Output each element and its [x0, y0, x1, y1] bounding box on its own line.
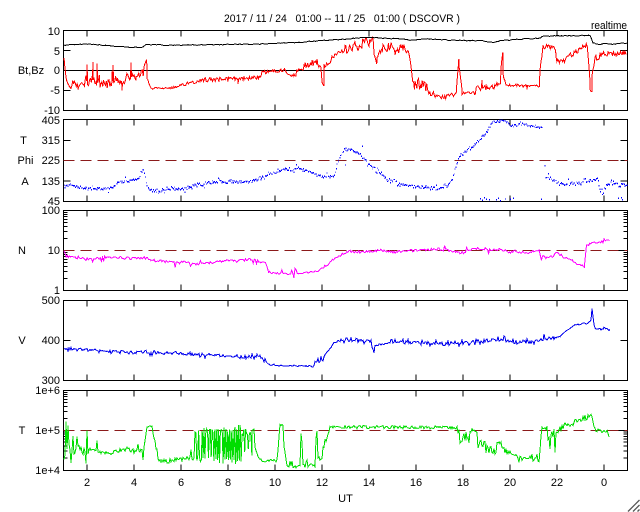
svg-text:V: V [18, 335, 26, 347]
svg-text:-10: -10 [44, 105, 60, 117]
svg-text:16: 16 [410, 477, 422, 489]
svg-text:14: 14 [363, 477, 375, 489]
svg-text:4: 4 [131, 477, 137, 489]
svg-text:18: 18 [457, 477, 469, 489]
svg-text:5: 5 [54, 46, 60, 58]
svg-text:10: 10 [48, 245, 60, 257]
svg-text:2: 2 [84, 477, 90, 489]
svg-text:225: 225 [42, 155, 60, 167]
svg-text:A: A [21, 176, 29, 188]
svg-text:10: 10 [48, 26, 60, 38]
svg-text:135: 135 [42, 176, 60, 188]
svg-text:0: 0 [601, 477, 607, 489]
svg-text:400: 400 [42, 335, 60, 347]
svg-text:-5: -5 [50, 85, 60, 97]
svg-text:500: 500 [42, 295, 60, 307]
svg-text:12: 12 [316, 477, 328, 489]
svg-text:Bt,Bz: Bt,Bz [18, 65, 44, 77]
svg-text:6: 6 [178, 477, 184, 489]
svg-text:8: 8 [225, 477, 231, 489]
svg-text:T: T [20, 135, 27, 147]
svg-text:2017 / 11 / 24 01:00 -- 11 /: 2017 / 11 / 24 01:00 -- 11 / 25 01:00 ( … [224, 13, 460, 25]
svg-text:1e+4: 1e+4 [35, 465, 60, 477]
svg-text:100: 100 [42, 205, 60, 217]
svg-text:10: 10 [269, 477, 281, 489]
svg-text:N: N [18, 245, 26, 257]
svg-text:1: 1 [54, 285, 60, 297]
svg-text:1e+6: 1e+6 [35, 385, 60, 397]
svg-text:315: 315 [42, 135, 60, 147]
svg-text:0: 0 [54, 65, 60, 77]
svg-text:T: T [19, 425, 26, 437]
svg-text:1e+5: 1e+5 [35, 425, 60, 437]
svg-text:UT: UT [338, 493, 353, 505]
svg-text:realtime: realtime [591, 20, 627, 32]
svg-text:Phi: Phi [18, 155, 34, 167]
svg-text:405: 405 [42, 115, 60, 127]
svg-text:22: 22 [551, 477, 563, 489]
svg-text:300: 300 [42, 375, 60, 387]
svg-text:45: 45 [48, 196, 60, 208]
svg-text:20: 20 [504, 477, 516, 489]
